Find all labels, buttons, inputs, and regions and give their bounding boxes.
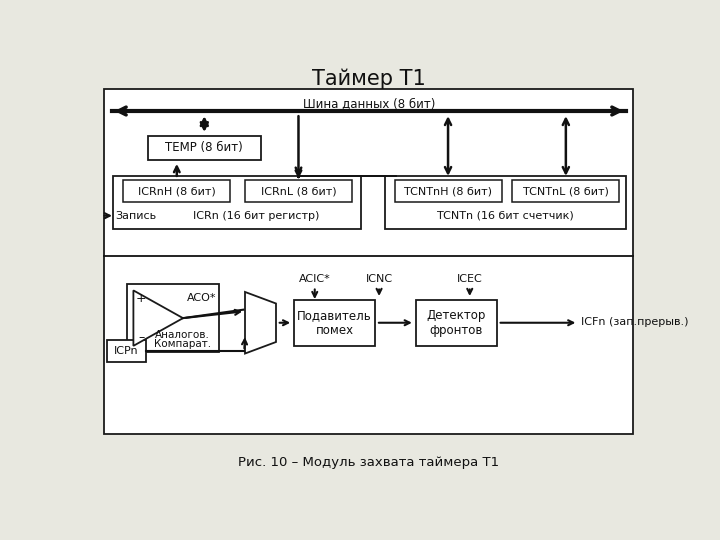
Bar bbox=[513, 180, 619, 202]
Bar bbox=[384, 177, 626, 229]
Text: TEMP (8 бит): TEMP (8 бит) bbox=[166, 141, 243, 154]
Text: ICFn (зап.прерыв.): ICFn (зап.прерыв.) bbox=[581, 317, 689, 327]
Polygon shape bbox=[245, 292, 276, 354]
Text: Шина данных (8 бит): Шина данных (8 бит) bbox=[303, 97, 435, 110]
Text: Запись: Запись bbox=[116, 211, 157, 221]
Text: Таймер Т1: Таймер Т1 bbox=[312, 69, 426, 89]
Text: +: + bbox=[136, 292, 146, 306]
Text: ICRnH (8 бит): ICRnH (8 бит) bbox=[138, 186, 216, 196]
Bar bbox=[395, 180, 502, 202]
Text: Рис. 10 – Модуль захвата таймера Т1: Рис. 10 – Модуль захвата таймера Т1 bbox=[238, 456, 500, 469]
Text: ACO*: ACO* bbox=[187, 293, 216, 303]
Bar bbox=[294, 300, 375, 346]
Text: Детектор
фронтов: Детектор фронтов bbox=[426, 309, 486, 337]
Text: Аналогов.: Аналогов. bbox=[155, 330, 210, 340]
Text: ICRnL (8 бит): ICRnL (8 бит) bbox=[261, 186, 336, 196]
Bar bbox=[123, 180, 230, 202]
Text: TCNTnL (8 бит): TCNTnL (8 бит) bbox=[523, 186, 609, 196]
Text: ICRn (16 бит регистр): ICRn (16 бит регистр) bbox=[194, 211, 320, 221]
Polygon shape bbox=[133, 291, 183, 346]
Text: ICEC: ICEC bbox=[457, 274, 482, 284]
Bar bbox=[104, 90, 632, 434]
Bar bbox=[107, 340, 145, 362]
Text: Компарат.: Компарат. bbox=[153, 339, 211, 349]
Bar bbox=[113, 177, 361, 229]
Text: TCNTnH (8 бит): TCNTnH (8 бит) bbox=[404, 186, 492, 196]
Bar bbox=[415, 300, 497, 346]
Text: TCNTn (16 бит счетчик): TCNTn (16 бит счетчик) bbox=[437, 211, 574, 221]
Bar bbox=[127, 284, 219, 352]
Text: ICPn: ICPn bbox=[114, 346, 139, 356]
Text: Подавитель
помех: Подавитель помех bbox=[297, 309, 372, 337]
Text: ACIC*: ACIC* bbox=[299, 274, 330, 284]
Bar bbox=[148, 137, 261, 159]
Bar bbox=[245, 180, 352, 202]
Text: –: – bbox=[138, 331, 144, 344]
Text: ICNC: ICNC bbox=[366, 274, 392, 284]
